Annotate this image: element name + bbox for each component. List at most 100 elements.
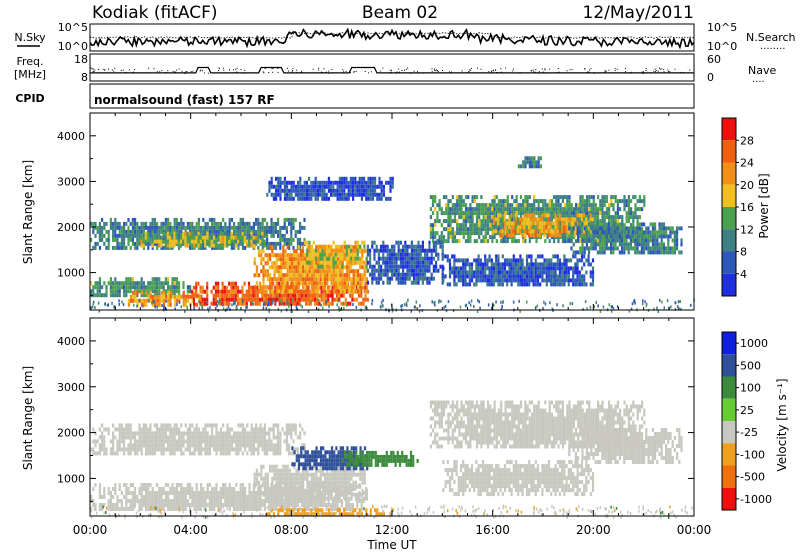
echo-cell (568, 234, 571, 239)
echo-cell (406, 248, 409, 253)
echo-cell (266, 241, 269, 246)
echo-cell (647, 230, 650, 235)
echo-cell (545, 266, 548, 271)
echo-cell (134, 298, 137, 303)
echo-cell (574, 222, 577, 227)
echo-cell (349, 192, 352, 197)
echo-cell (561, 278, 564, 283)
echo-cell (313, 281, 316, 286)
echo-cell (627, 203, 630, 208)
echo-cell (426, 248, 429, 253)
echo-cell (343, 196, 346, 201)
echo-cell (528, 270, 531, 275)
nave-dot (497, 72, 499, 73)
echo-cell (243, 297, 246, 302)
echo-cell (313, 265, 316, 270)
echo-cell (647, 242, 650, 247)
echo-cell (325, 252, 329, 257)
echo-cell (395, 240, 398, 245)
echo-cell (319, 252, 322, 257)
echo-cell (341, 281, 344, 286)
echo-cell (468, 274, 471, 279)
echo-cell (625, 226, 628, 231)
echo-cell (497, 213, 500, 218)
echo-cell (321, 260, 324, 265)
echo-cell (353, 297, 356, 302)
echo-cell (355, 297, 358, 302)
echo-cell (621, 222, 624, 227)
echo-cell (444, 254, 447, 259)
echo-cell (369, 184, 372, 189)
echo-cell (373, 272, 376, 277)
echo-cell (158, 281, 161, 286)
echo-cell (453, 274, 456, 279)
echo-cell (336, 244, 340, 249)
echo-cell (510, 233, 513, 238)
echo-cell (442, 227, 446, 232)
echo-cell (299, 277, 302, 282)
echo-cell (288, 180, 291, 185)
echo-cell (299, 221, 302, 226)
echo-cell (656, 246, 659, 251)
echo-cell (275, 285, 278, 290)
echo-cell (352, 289, 355, 294)
echo-cell (493, 207, 496, 212)
echo-cell (112, 237, 115, 242)
echo-cell (334, 260, 337, 265)
echo-cell (97, 301, 100, 305)
echo-cell (250, 243, 253, 248)
echo-cell (444, 274, 447, 279)
echo-cell (464, 231, 468, 236)
echo-cell (295, 281, 298, 286)
echo-cell (552, 233, 555, 238)
echo-cell (667, 234, 670, 239)
echo-cell (325, 264, 329, 269)
echo-cell (486, 258, 489, 263)
echo-cell (634, 242, 637, 247)
freq-unit-label: [MHz] (14, 68, 46, 81)
echo-cell (325, 196, 328, 201)
echo-cell (337, 273, 340, 278)
echo-cell (280, 277, 283, 282)
echo-cell (632, 246, 635, 251)
echo-cell (591, 274, 595, 279)
echo-cell (557, 207, 560, 212)
echo-cell (536, 225, 539, 230)
echo-cell (302, 261, 305, 266)
echo-cell (451, 254, 454, 259)
echo-cell (660, 238, 663, 243)
echo-cell (145, 293, 148, 298)
echo-cell (447, 223, 450, 228)
echo-cell (101, 447, 104, 452)
echo-cell (92, 221, 95, 226)
echo-cell (460, 199, 463, 204)
echo-cell (421, 276, 424, 281)
echo-cell (462, 235, 465, 240)
echo-cell (345, 196, 348, 201)
echo-cell (132, 290, 135, 295)
echo-cell (318, 298, 320, 302)
echo-cell (592, 211, 595, 216)
echo-cell (107, 229, 110, 234)
echo-cell (362, 297, 365, 302)
echo-cell (478, 300, 481, 304)
echo-cell (486, 278, 489, 283)
echo-cell (178, 229, 181, 234)
echo-cell (292, 184, 295, 189)
echo-cell (576, 258, 579, 263)
echo-cell (473, 231, 476, 236)
echo-cell (490, 282, 493, 287)
echo-cell (605, 195, 608, 200)
echo-cell (96, 293, 99, 298)
echo-cell (388, 280, 391, 285)
echo-cell (397, 272, 400, 277)
echo-cell (426, 260, 429, 265)
echo-cell (601, 235, 604, 240)
echo-cell (448, 282, 452, 287)
colorbar-tick-label: 12 (740, 223, 754, 236)
echo-cell (260, 261, 263, 266)
echo-cell (623, 199, 626, 204)
echo-cell (530, 221, 533, 226)
echo-cell (250, 239, 253, 244)
echo-cell (426, 264, 429, 269)
